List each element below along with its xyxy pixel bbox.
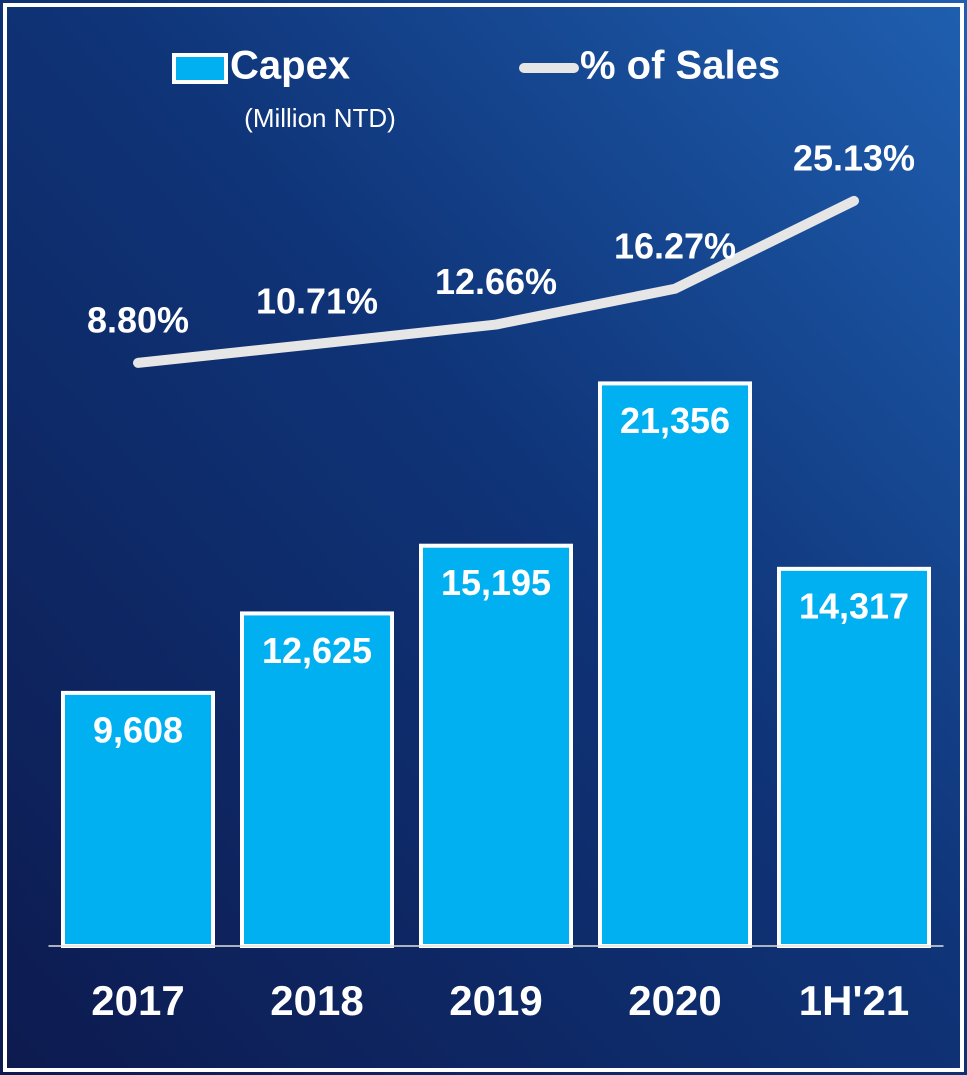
line xyxy=(133,195,859,368)
data-label: 16.27% xyxy=(614,225,736,266)
legend-label: Capex xyxy=(230,44,350,88)
bar xyxy=(61,690,215,948)
data-label: 14,317 xyxy=(799,585,909,626)
x-tick-label: 1H'21 xyxy=(799,977,909,1024)
x-tick-label: 2017 xyxy=(91,977,184,1024)
data-label: 10.71% xyxy=(256,280,378,321)
x-tick-label: 2019 xyxy=(449,977,542,1024)
data-label: 15,195 xyxy=(441,562,551,603)
legend-label: % of Sales xyxy=(580,44,780,88)
data-label: 21,356 xyxy=(620,400,730,441)
bar xyxy=(598,381,752,948)
data-label: 12.66% xyxy=(435,261,557,302)
legend-bar-swatch xyxy=(172,53,228,84)
data-label: 8.80% xyxy=(87,299,189,340)
frame xyxy=(3,3,964,1072)
x-tick-label: 2018 xyxy=(270,977,363,1024)
data-label: 25.13% xyxy=(793,137,915,178)
data-label: 9,608 xyxy=(93,709,183,750)
bar xyxy=(777,566,931,949)
y-axis-label: (Million NTD) xyxy=(244,103,396,133)
bar xyxy=(419,543,573,948)
data-label: 12,625 xyxy=(262,630,372,671)
x-tick-label: 2020 xyxy=(628,977,721,1024)
